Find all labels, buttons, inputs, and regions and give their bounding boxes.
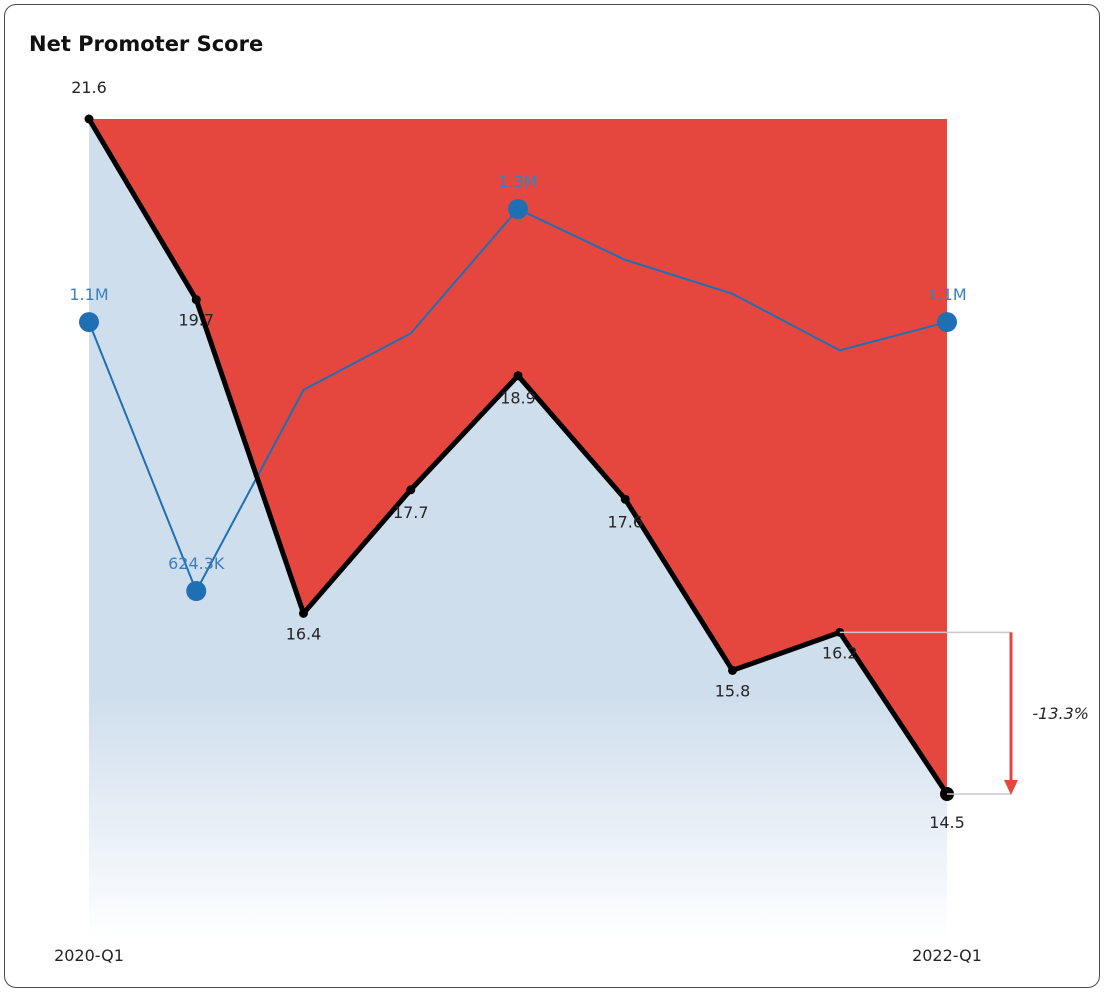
blue-series-point xyxy=(186,581,207,601)
black-series-point xyxy=(299,608,308,618)
black-data-label: 17.7 xyxy=(393,503,429,522)
black-series-point xyxy=(84,114,94,124)
blue-series-point xyxy=(79,312,99,333)
annotation-layer: -13.3% xyxy=(839,631,1089,795)
black-data-label: 21.6 xyxy=(71,78,107,97)
x-tick-label: 2022-Q1 xyxy=(912,946,982,965)
area-layer xyxy=(89,119,947,941)
area-under-line xyxy=(89,119,947,941)
black-series-point xyxy=(513,371,523,381)
black-data-label: 14.5 xyxy=(929,813,965,832)
black-data-label: 18.9 xyxy=(500,389,536,408)
black-data-label: 19.7 xyxy=(178,311,214,330)
black-series-layer xyxy=(84,114,954,801)
gap-fill xyxy=(89,119,947,794)
x-axis-layer: 2020-Q1 2022-Q1 xyxy=(54,946,982,965)
black-series-point xyxy=(728,665,737,675)
blue-series-point xyxy=(937,312,957,333)
black-series-point xyxy=(191,295,201,305)
black-data-label: 16.2 xyxy=(822,643,858,662)
blue-series-layer xyxy=(79,199,957,601)
labels-layer: 21.6 19.7 16.4 17.7 18.9 17.6 15.8 16.2 14.5 1.1M… xyxy=(69,78,966,832)
blue-data-label: 1.3M xyxy=(498,172,537,191)
blue-series-point xyxy=(508,199,528,219)
blue-data-label: 624.3K xyxy=(168,554,225,573)
black-data-label: 15.8 xyxy=(715,681,751,700)
chart-title: Net Promoter Score xyxy=(29,32,264,56)
black-series-point xyxy=(620,494,630,504)
black-data-label: 17.6 xyxy=(607,512,643,531)
blue-data-label: 1.1M xyxy=(69,285,108,304)
x-tick-label: 2020-Q1 xyxy=(54,946,124,965)
blue-data-label: 1.1M xyxy=(927,285,966,304)
black-data-label: 16.4 xyxy=(286,624,322,643)
nps-line-chart: 21.6 19.7 16.4 17.7 18.9 17.6 15.8 16.2 14.5 1.1M… xyxy=(54,78,1089,965)
change-percent-label: -13.3% xyxy=(1032,704,1089,723)
chart-card: Net Promoter Score 21.6 19.7 16.4 17.7 18.9 1… xyxy=(4,4,1100,988)
black-series-point xyxy=(406,485,416,495)
change-arrow-head xyxy=(1004,780,1018,795)
gap-layer xyxy=(89,119,947,794)
